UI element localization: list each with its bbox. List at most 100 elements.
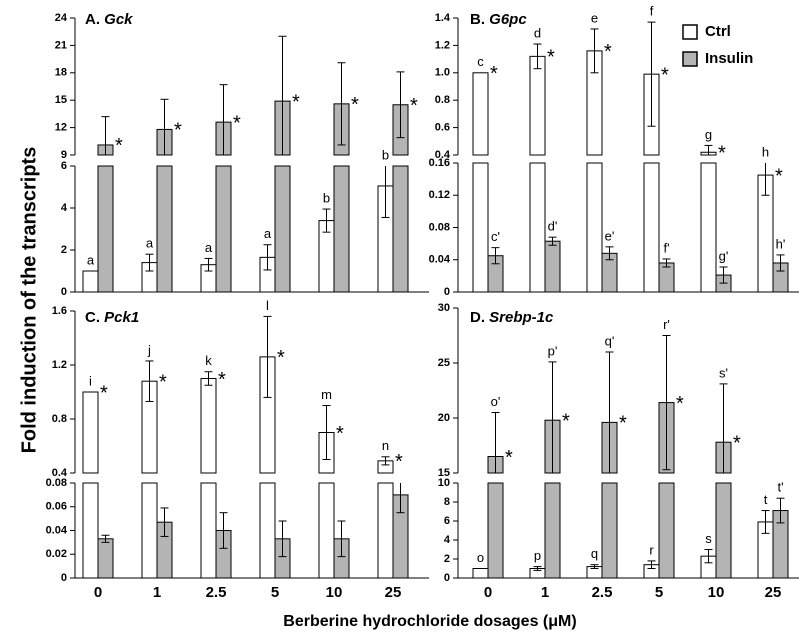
sig-star: *: [676, 393, 684, 415]
error-bar: [761, 510, 770, 534]
error-bar: [263, 244, 272, 271]
y-tick-label: 2: [444, 553, 450, 565]
panel-gene: Pck1: [104, 309, 139, 326]
sig-letter: o: [477, 550, 484, 565]
legend-swatch: [682, 51, 698, 67]
error-bar: [219, 512, 228, 549]
y-tick-label: 0.8: [435, 94, 450, 106]
bar: [715, 482, 732, 579]
y-tick-label: 30: [438, 302, 450, 314]
bar: [274, 165, 291, 293]
error-bar: [396, 483, 405, 514]
sig-letter: d': [548, 219, 558, 234]
x-tick-label: 0: [94, 584, 102, 601]
sig-letter: a: [264, 226, 272, 241]
sig-star: *: [410, 95, 418, 117]
error-bar: [491, 412, 500, 473]
y-tick-label: 0.04: [46, 524, 68, 536]
y-tick-label: 0: [61, 286, 67, 298]
bar: [472, 568, 489, 579]
panel-gene: Srebp-1c: [489, 309, 554, 326]
y-tick-label: 21: [55, 39, 67, 51]
panel-gene: Gck: [104, 11, 133, 28]
y-tick-label: 0: [444, 572, 450, 584]
error-bar: [263, 315, 272, 398]
bar: [700, 162, 717, 293]
sig-letter: s: [705, 531, 712, 546]
sig-letter: m: [321, 387, 332, 402]
sig-letter: f': [663, 240, 669, 255]
error-bar: [337, 62, 346, 146]
sig-letter: q': [605, 333, 615, 348]
error-bar: [719, 266, 728, 284]
y-tick-label: 10: [438, 477, 450, 489]
sig-star: *: [604, 41, 612, 63]
y-tick-label: 0.8: [52, 413, 67, 425]
y-tick-label: 0.08: [46, 477, 67, 489]
error-bar: [145, 253, 154, 272]
error-bar: [204, 371, 213, 386]
bar: [487, 482, 504, 579]
sig-letter: e': [605, 228, 615, 243]
x-tick-label: 10: [326, 584, 343, 601]
bar: [318, 482, 335, 579]
bar: [156, 165, 173, 293]
error-bar: [776, 497, 785, 524]
x-tick-label: 0: [484, 584, 492, 601]
sig-star: *: [505, 447, 513, 469]
y-tick-label: 20: [438, 412, 450, 424]
sig-star: *: [718, 143, 726, 165]
sig-star: *: [395, 451, 403, 473]
error-bar: [776, 254, 785, 272]
bar: [215, 165, 232, 293]
sig-star: *: [292, 91, 300, 113]
y-tick-label: 0.12: [429, 189, 450, 201]
y-tick-label: 0: [61, 572, 67, 584]
sig-letter: n: [382, 438, 389, 453]
sig-star: *: [490, 63, 498, 85]
y-tick-label: 0.04: [429, 254, 451, 266]
y-tick-label: 15: [55, 94, 67, 106]
sig-letter: l: [266, 298, 269, 313]
x-tick-label: 1: [541, 584, 549, 601]
sig-letter: r: [649, 542, 654, 557]
y-tick-label: 6: [444, 515, 450, 527]
error-bar: [219, 84, 228, 155]
y-tick-label: 25: [438, 357, 450, 369]
sig-star: *: [159, 371, 167, 393]
error-bar: [145, 360, 154, 402]
error-bar: [381, 166, 390, 218]
y-tick-label: 0.4: [435, 149, 451, 161]
y-tick-label: 15: [438, 467, 450, 479]
sig-letter: g: [705, 127, 712, 142]
sig-letter: b: [382, 147, 389, 162]
legend-label: Insulin: [705, 50, 753, 67]
sig-letter: a: [87, 252, 95, 267]
bar: [333, 165, 350, 293]
bar: [259, 482, 276, 579]
legend-label: Ctrl: [705, 23, 731, 40]
sig-star: *: [775, 165, 783, 187]
sig-letter: p': [548, 343, 558, 358]
error-bar: [160, 98, 169, 155]
panel-letter: C.: [85, 309, 100, 326]
error-bar: [647, 560, 656, 569]
sig-letter: b: [323, 190, 330, 205]
x-tick-label: 2.5: [592, 584, 613, 601]
bar: [97, 538, 114, 579]
y-tick-label: 0.08: [429, 221, 450, 233]
sig-star: *: [351, 94, 359, 116]
error-bar: [396, 71, 405, 139]
bar: [586, 162, 603, 293]
sig-letter: c: [477, 54, 484, 69]
error-bar: [548, 361, 557, 473]
error-bar: [381, 456, 390, 466]
y-tick-label: 1.2: [435, 39, 450, 51]
sig-letter: a: [205, 240, 213, 255]
sig-star: *: [100, 382, 108, 404]
sig-star: *: [277, 347, 285, 369]
sig-letter: h: [762, 144, 769, 159]
error-bar: [704, 144, 713, 155]
sig-star: *: [733, 432, 741, 454]
y-tick-label: 0.02: [46, 548, 67, 560]
